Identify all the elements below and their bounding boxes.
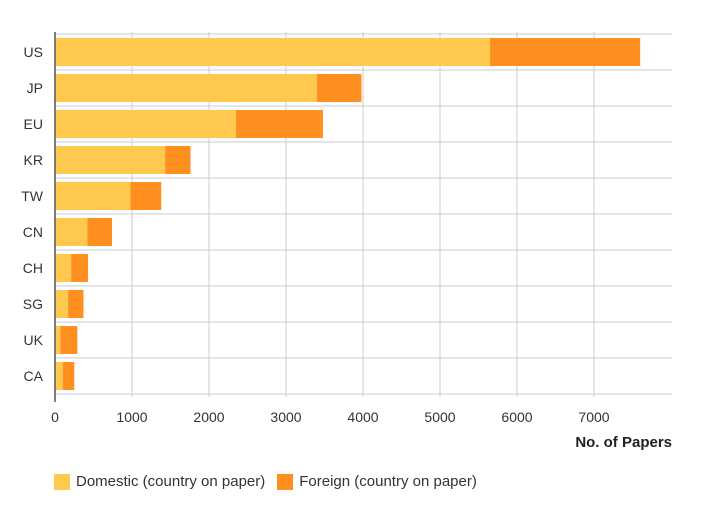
bar-foreign-eu bbox=[235, 110, 323, 138]
bar-domestic-us bbox=[55, 38, 491, 66]
x-tick-label: 0 bbox=[51, 409, 59, 425]
bars bbox=[55, 38, 641, 390]
bar-domestic-jp bbox=[55, 74, 317, 102]
bar-domestic-uk bbox=[55, 326, 61, 354]
bar-domestic-ch bbox=[55, 254, 72, 282]
x-tick-label: 4000 bbox=[347, 409, 378, 425]
x-tick-label: 7000 bbox=[578, 409, 609, 425]
y-tick-label: JP bbox=[27, 80, 43, 96]
bar-foreign-tw bbox=[130, 182, 162, 210]
bar-foreign-kr bbox=[165, 146, 191, 174]
legend-swatch-foreign bbox=[277, 473, 294, 490]
axes: 0 1000 2000 3000 4000 5000 6000 7000 US JP EU KR TW C… bbox=[21, 32, 610, 425]
x-tick-label: 3000 bbox=[270, 409, 301, 425]
x-tick-label: 5000 bbox=[424, 409, 455, 425]
bar-domestic-tw bbox=[55, 182, 131, 210]
x-axis-title: No. of Papers bbox=[575, 434, 672, 451]
bar-domestic-ca bbox=[55, 362, 63, 390]
y-tick-label: CN bbox=[23, 224, 43, 240]
x-tick-label: 6000 bbox=[501, 409, 532, 425]
bar-foreign-ch bbox=[71, 254, 89, 282]
bar-domestic-sg bbox=[55, 290, 69, 318]
y-tick-label: TW bbox=[21, 188, 44, 204]
legend-item-domestic: Domestic (country on paper) bbox=[54, 473, 265, 490]
bar-foreign-uk bbox=[60, 326, 78, 354]
bar-foreign-jp bbox=[316, 74, 362, 102]
x-tick-label: 2000 bbox=[193, 409, 224, 425]
bar-foreign-us bbox=[490, 38, 641, 66]
legend-label-foreign: Foreign (country on paper) bbox=[299, 473, 477, 490]
y-tick-label: CH bbox=[23, 260, 43, 276]
bar-domestic-eu bbox=[55, 110, 236, 138]
legend-item-foreign: Foreign (country on paper) bbox=[277, 473, 477, 490]
bar-domestic-cn bbox=[55, 218, 88, 246]
x-tick-label: 1000 bbox=[116, 409, 147, 425]
bar-foreign-sg bbox=[68, 290, 84, 318]
bar-foreign-ca bbox=[62, 362, 75, 390]
y-tick-label: KR bbox=[24, 152, 43, 168]
legend: Domestic (country on paper) Foreign (cou… bbox=[54, 473, 489, 490]
bar-foreign-cn bbox=[87, 218, 112, 246]
legend-swatch-domestic bbox=[54, 473, 70, 490]
bar-domestic-kr bbox=[55, 146, 166, 174]
y-tick-label: SG bbox=[23, 296, 43, 312]
y-tick-label: CA bbox=[24, 368, 44, 384]
legend-label-domestic: Domestic (country on paper) bbox=[76, 473, 266, 490]
y-tick-label: EU bbox=[24, 116, 43, 132]
y-tick-label: UK bbox=[24, 332, 44, 348]
y-tick-label: US bbox=[24, 44, 43, 60]
